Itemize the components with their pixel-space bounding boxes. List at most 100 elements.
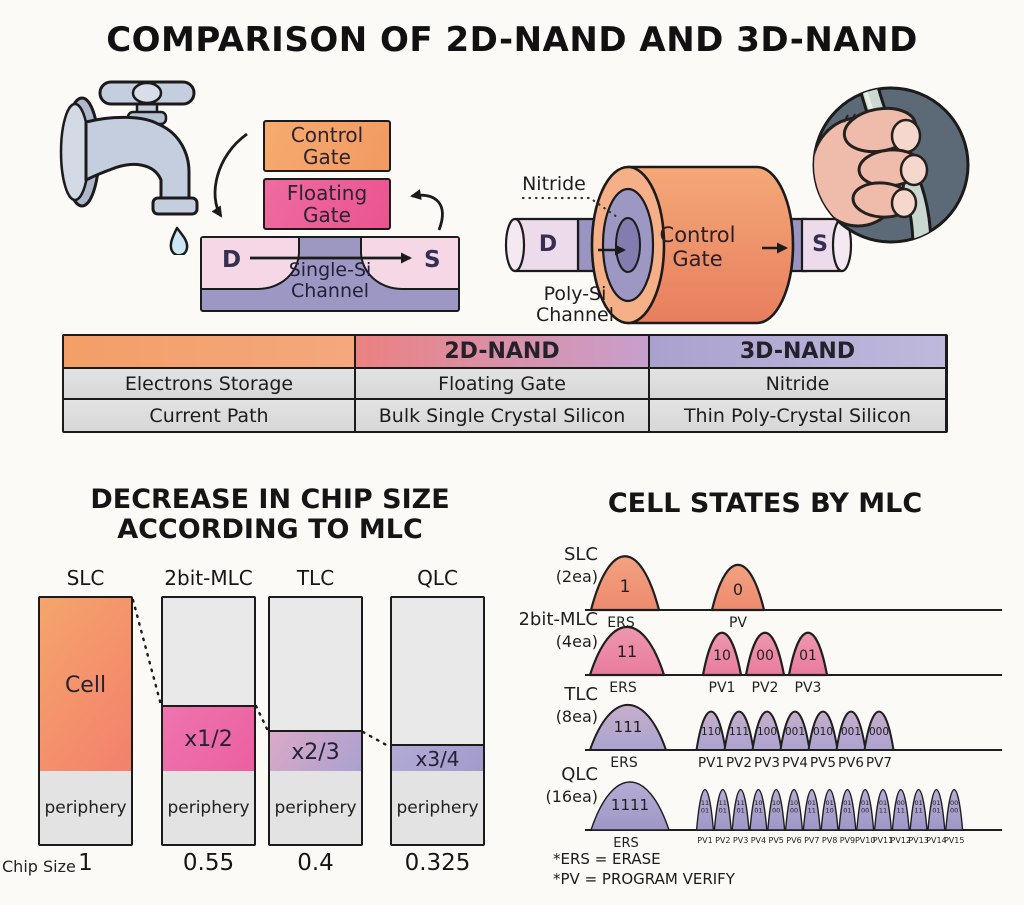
table-header-2d-nand: 2D-NAND xyxy=(356,336,650,369)
connector-dotted-line xyxy=(254,704,270,733)
ers-axis-label-2bit-MLC: ERS xyxy=(609,680,637,696)
pv-axis-label-2bit-MLC-PV3: PV3 xyxy=(795,680,822,696)
control-gate-cylinder xyxy=(626,165,795,325)
row-label-QLC: QLC xyxy=(561,764,598,785)
poly-si-channel-label: Poly-Si Channel xyxy=(535,283,614,326)
pv-bits-QLC-PV13: 01 xyxy=(914,799,922,807)
erase-arrow xyxy=(410,189,444,231)
nitride-label: Nitride xyxy=(522,173,586,195)
ers-bits-SLC: 1 xyxy=(620,577,631,597)
chip-size-value: 0.325 xyxy=(404,850,471,876)
chip-size-value: 0.55 xyxy=(182,850,235,876)
table-row: Electrons Storage Floating Gate Nitride xyxy=(64,369,946,400)
pv-bits-QLC-PV2: 01 xyxy=(719,807,727,815)
pv-bits-TLC-PV7: 000 xyxy=(869,726,889,738)
pv-bits-2bit-MLC-PV3: 01 xyxy=(799,648,817,664)
pv-distribution-QLC-PV13 xyxy=(909,789,928,831)
chip-bar-2bit-MLC: x1/2 periphery xyxy=(161,596,256,846)
pv-distribution-TLC-PV7 xyxy=(863,710,895,751)
row-sublabel-2bit-MLC: (4ea) xyxy=(556,632,598,651)
pv-distribution-QLC-PV1 xyxy=(695,789,715,831)
bar-cell-section: x3/4 xyxy=(392,744,483,774)
pv-bits-QLC-PV3: 11 xyxy=(736,799,744,807)
footnote-pv: *PV = PROGRAM VERIFY xyxy=(553,870,735,888)
pv-bits-QLC-PV6: 10 xyxy=(790,799,798,807)
pv-distribution-QLC-PV3 xyxy=(731,789,750,831)
pv-axis-label-SLC-PV: PV xyxy=(729,615,747,631)
table-row: Current Path Bulk Single Crystal Silicon… xyxy=(64,400,946,431)
control-gate-box-2d: Control Gate xyxy=(263,120,391,172)
pv-bits-QLC-PV7: 01 xyxy=(808,799,816,807)
pv-bits-QLC-PV12: 00 xyxy=(897,799,905,807)
pv-axis-label-TLC-PV2: PV2 xyxy=(726,755,752,771)
ers-bits-2bit-MLC: 11 xyxy=(617,642,637,661)
pv-axis-label-QLC-PV9: PV9 xyxy=(840,836,855,845)
pv-axis-label-QLC-PV1: PV1 xyxy=(697,836,712,845)
pv-bits-TLC-PV5: 010 xyxy=(813,726,833,738)
pv-axis-label-QLC-PV4: PV4 xyxy=(751,836,766,845)
fist xyxy=(814,106,929,228)
comparison-table: 2D-NAND 3D-NAND Electrons Storage Floati… xyxy=(62,334,948,433)
pv-bits-QLC-PV9: 01 xyxy=(843,807,851,815)
pv-bits-QLC-PV5: 10 xyxy=(772,799,780,807)
knuckle-marks xyxy=(843,113,856,123)
ers-axis-label-TLC: ERS xyxy=(610,755,638,771)
pv-axis-label-TLC-PV1: PV1 xyxy=(698,755,724,771)
pv-axis-label-2bit-MLC-PV1: PV1 xyxy=(709,680,736,696)
floating-gate-box-2d: Floating Gate xyxy=(263,178,391,230)
chip-size-value: 1 xyxy=(78,850,93,876)
pv-axis-label-QLC-PV10: PV10 xyxy=(855,836,875,845)
pv-axis-label-QLC-PV5: PV5 xyxy=(769,836,784,845)
pv-bits-QLC-PV15: 00 xyxy=(950,799,958,807)
ers-axis-label-QLC: ERS xyxy=(613,836,639,851)
row-label-electrons-storage: Electrons Storage xyxy=(64,369,356,400)
nand3d-structure xyxy=(504,165,853,325)
ers-distribution-2bit-MLC xyxy=(588,626,666,677)
bar-periphery-section: periphery xyxy=(163,771,254,844)
page-title: COMPARISON OF 2D-NAND AND 3D-NAND xyxy=(106,20,918,60)
pv-distribution-QLC-PV14 xyxy=(927,789,946,831)
pv-bits-QLC-PV2: 11 xyxy=(719,799,727,807)
bar-cell-section: x2/3 xyxy=(270,730,361,774)
pv-bits-QLC-PV15: 00 xyxy=(950,807,958,815)
row-sublabel-QLC: (16ea) xyxy=(546,787,599,806)
row-sublabel-TLC: (8ea) xyxy=(556,707,598,726)
pv-bits-2bit-MLC-PV2: 00 xyxy=(756,648,774,664)
pv-bits-2bit-MLC-PV1: 10 xyxy=(713,648,731,664)
pv-distribution-QLC-PV10 xyxy=(856,789,875,831)
source-region xyxy=(360,238,458,290)
pv-bits-QLC-PV7: 11 xyxy=(808,807,816,815)
footnote-ers: *ERS = ERASE xyxy=(553,850,661,868)
drain-segment-3d xyxy=(513,217,580,273)
chip-bar-category: SLC xyxy=(66,566,105,590)
pv-bits-QLC-PV14: 01 xyxy=(932,799,940,807)
pv-axis-label-2bit-MLC-PV2: PV2 xyxy=(752,680,779,696)
pv-axis-label-QLC-PV3: PV3 xyxy=(733,836,748,845)
pv-distribution-QLC-PV11 xyxy=(873,789,893,831)
cell-2d-current-path: Bulk Single Crystal Silicon xyxy=(356,400,650,431)
faucet-body xyxy=(84,115,191,202)
channel-label-2d: Single-Si Channel xyxy=(288,259,372,302)
pv-bits-TLC-PV1: 110 xyxy=(701,726,721,738)
pv-bits-TLC-PV6: 001 xyxy=(841,726,861,738)
connector-dotted-line xyxy=(361,730,392,749)
channel-body-2d: D S Single-Si Channel xyxy=(200,236,460,312)
pv-distribution-2bit-MLC-PV2 xyxy=(744,631,786,677)
pv-axis-label-QLC-PV6: PV6 xyxy=(786,836,801,845)
cell-3d-current-path: Thin Poly-Crystal Silicon xyxy=(650,400,945,431)
pv-bits-QLC-PV8: 01 xyxy=(825,799,833,807)
cell-3d-electrons-storage: Nitride xyxy=(650,369,945,400)
pv-distribution-2bit-MLC-PV1 xyxy=(701,631,743,677)
source-label-2d: S xyxy=(424,247,441,273)
water-drop xyxy=(169,226,189,255)
pv-bits-QLC-PV5: 00 xyxy=(772,807,780,815)
drain-label-2d: D xyxy=(222,247,242,273)
chip-bar-QLC: x3/4 periphery xyxy=(390,596,485,846)
chip-size-value: 0.4 xyxy=(297,850,334,876)
pv-axis-label-QLC-PV14: PV14 xyxy=(926,836,946,845)
ers-distribution-SLC xyxy=(589,555,661,612)
chip-bar-category: TLC xyxy=(296,566,335,590)
pv-bits-QLC-PV10: 01 xyxy=(861,799,869,807)
pv-bits-QLC-PV6: 00 xyxy=(790,807,798,815)
ers-distribution-QLC xyxy=(590,781,670,831)
